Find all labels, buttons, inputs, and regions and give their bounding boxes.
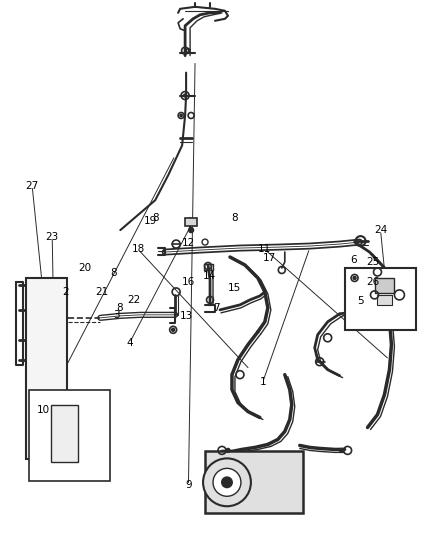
Text: 9: 9 — [185, 480, 192, 490]
Circle shape — [339, 448, 343, 453]
Text: 21: 21 — [95, 287, 109, 297]
Circle shape — [226, 448, 230, 453]
Text: 10: 10 — [37, 405, 50, 415]
Circle shape — [189, 228, 194, 232]
Circle shape — [221, 477, 233, 488]
Text: 15: 15 — [228, 283, 241, 293]
Text: 14: 14 — [203, 271, 216, 280]
Circle shape — [172, 328, 175, 332]
Circle shape — [213, 469, 241, 496]
Text: 11: 11 — [258, 245, 272, 254]
Text: 3: 3 — [113, 310, 120, 320]
Text: 16: 16 — [182, 277, 195, 287]
Text: 5: 5 — [357, 296, 364, 306]
Circle shape — [180, 114, 182, 117]
Circle shape — [353, 277, 356, 279]
Text: 25: 25 — [366, 257, 379, 267]
Bar — [50, 405, 78, 462]
Text: 17: 17 — [263, 253, 276, 263]
Text: 26: 26 — [366, 278, 379, 287]
Text: 8: 8 — [116, 303, 123, 313]
Bar — [25, 278, 67, 459]
Bar — [205, 451, 303, 513]
Circle shape — [203, 458, 251, 506]
Text: 19: 19 — [143, 216, 157, 227]
Text: 8: 8 — [110, 269, 117, 278]
Text: 24: 24 — [374, 225, 387, 236]
Text: 13: 13 — [180, 311, 193, 321]
Bar — [28, 390, 110, 481]
Text: 27: 27 — [25, 181, 39, 191]
Text: 4: 4 — [126, 338, 133, 348]
Text: 1: 1 — [259, 377, 266, 387]
Text: 12: 12 — [182, 238, 195, 248]
Text: 8: 8 — [231, 213, 237, 223]
Bar — [185, 218, 197, 226]
Text: 22: 22 — [127, 295, 141, 305]
Text: 7: 7 — [213, 303, 220, 313]
Text: 2: 2 — [62, 287, 69, 297]
Text: 18: 18 — [131, 245, 145, 254]
Circle shape — [184, 94, 187, 97]
Bar — [345, 268, 417, 330]
Text: 8: 8 — [152, 213, 159, 223]
Text: 20: 20 — [78, 263, 92, 272]
Text: 6: 6 — [350, 255, 357, 264]
Bar — [374, 278, 395, 293]
Text: 23: 23 — [46, 232, 59, 243]
Bar — [378, 295, 392, 305]
